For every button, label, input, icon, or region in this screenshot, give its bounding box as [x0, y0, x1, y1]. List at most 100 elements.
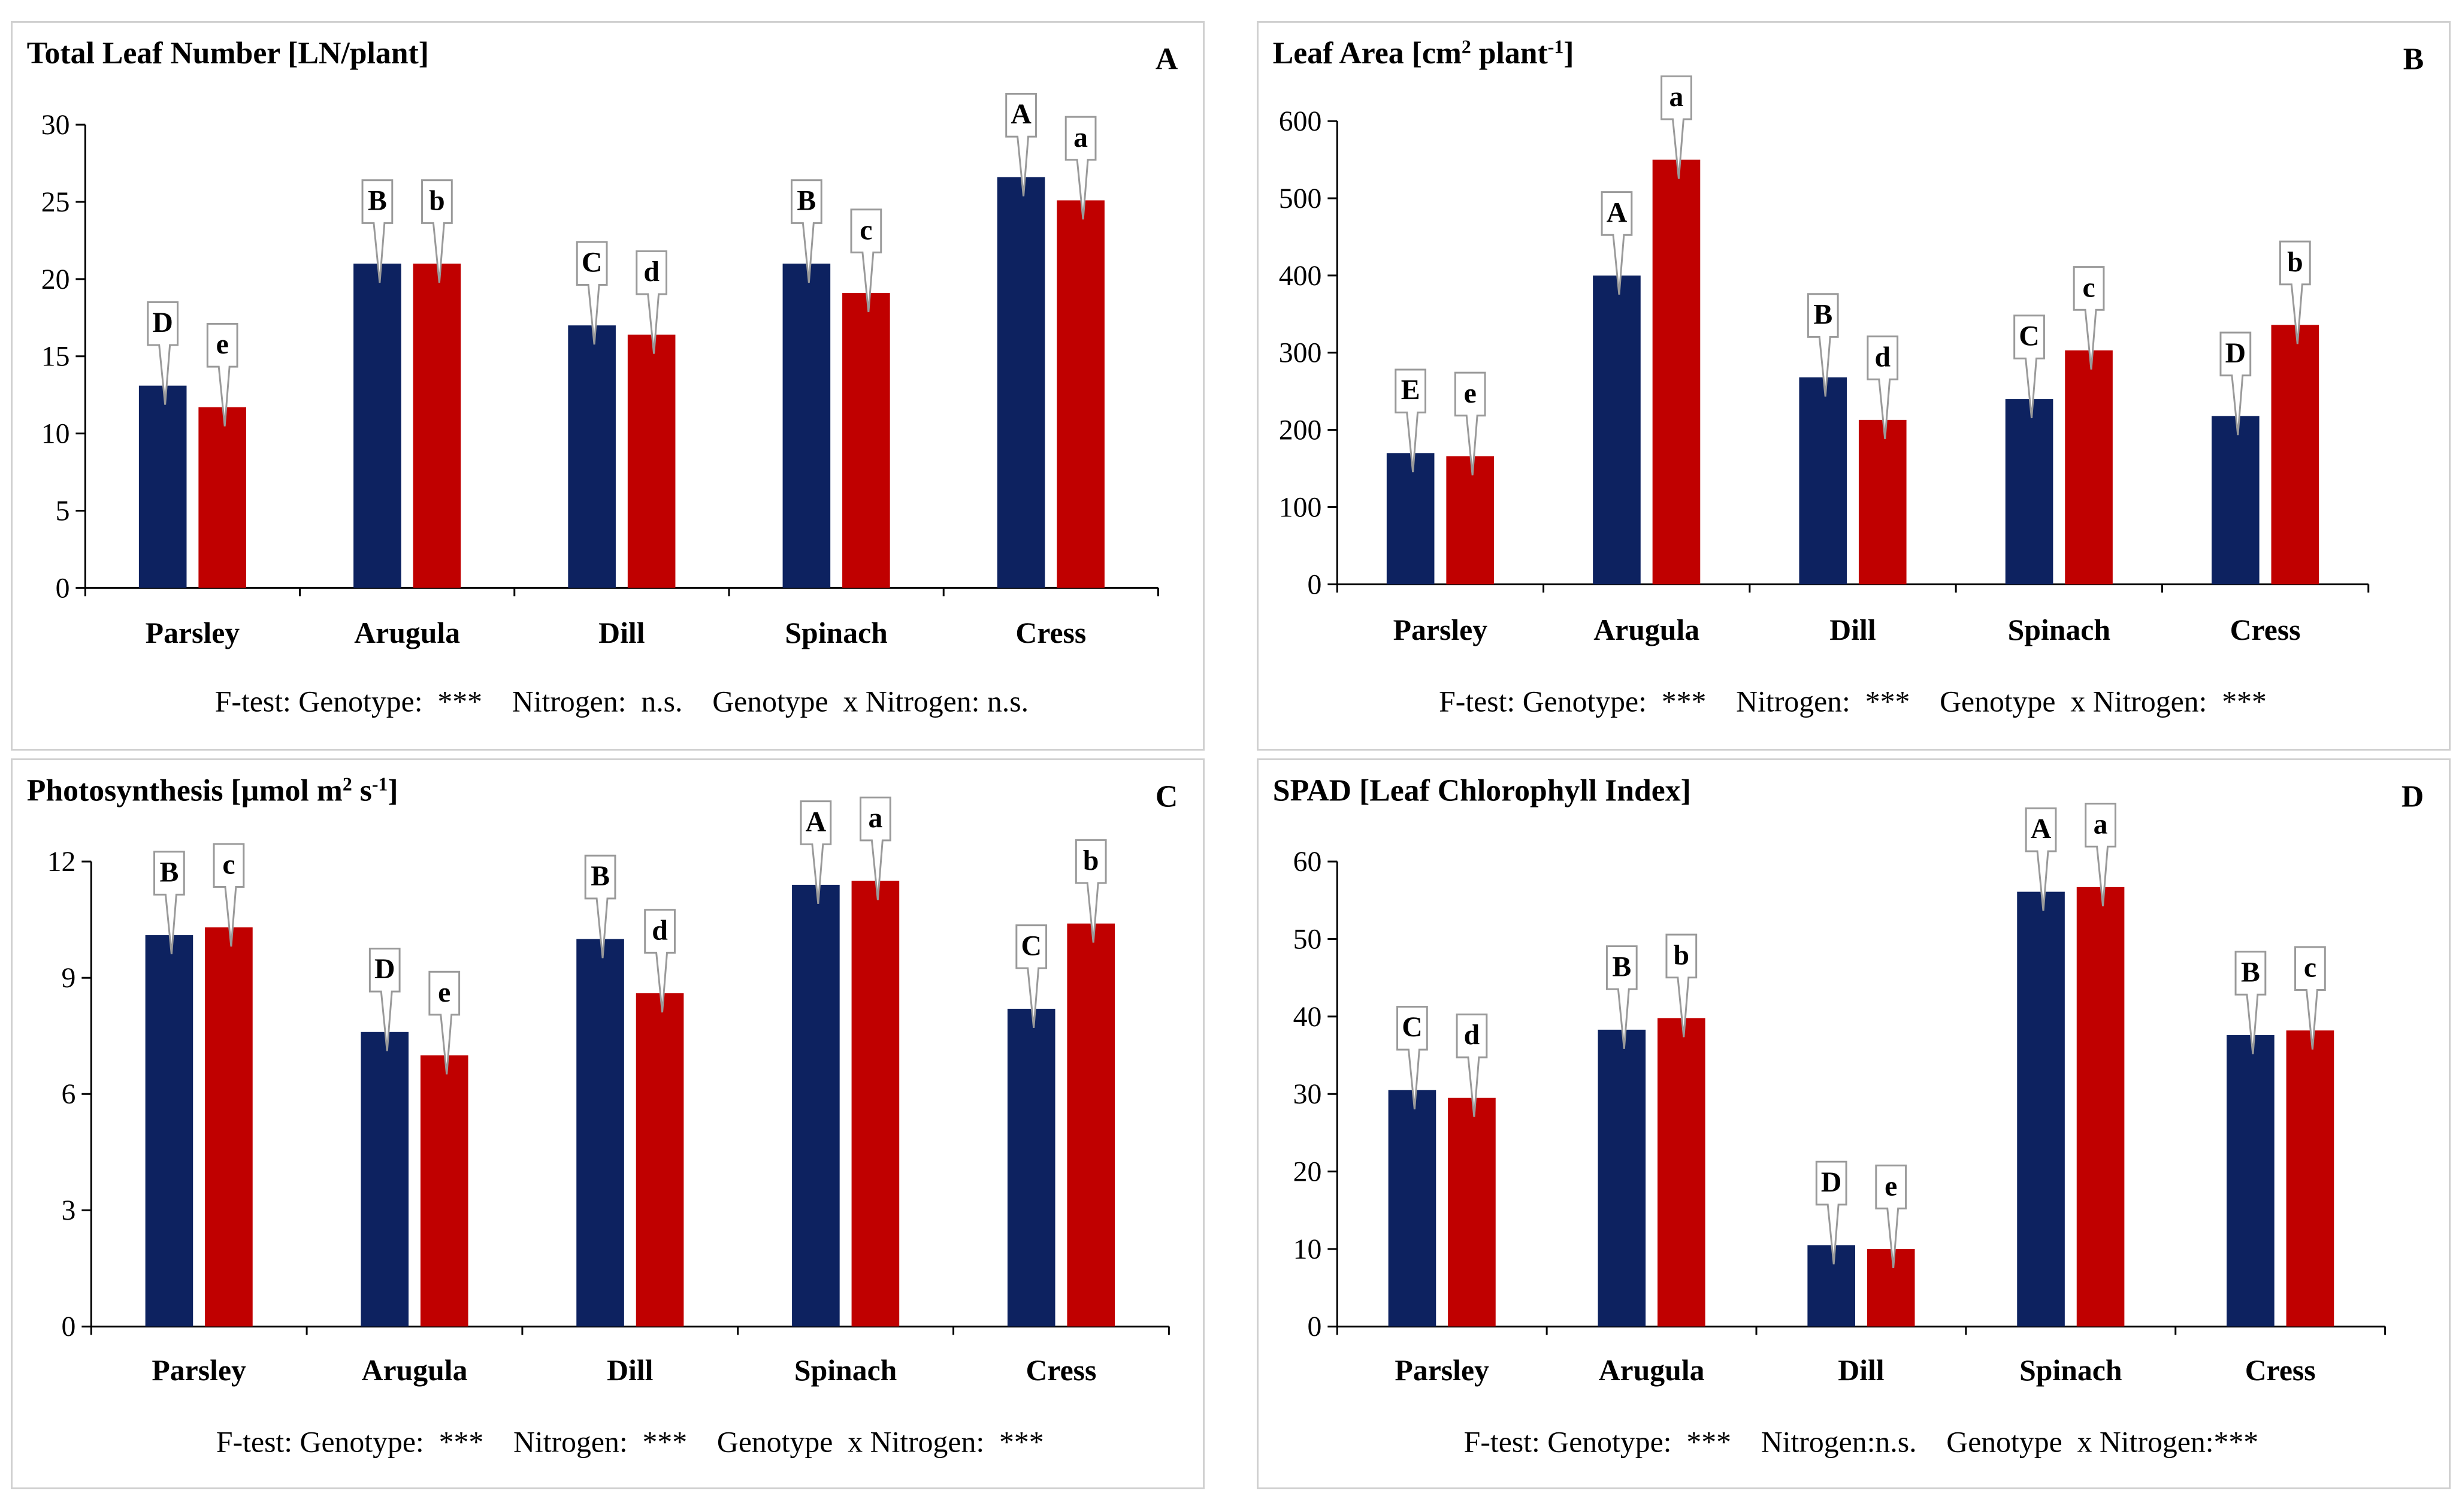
- chart-C: Photosynthesis [µmol m2 s-1] C 0 3 6 9 12 Parsl…: [13, 760, 1203, 1487]
- chart-B-ytick-label-3: 300: [1279, 337, 1322, 369]
- chart-A-ytick-label-0: 0: [56, 572, 70, 604]
- chart-D-ftest: F-test: Genotype: *** Nitrogen:n.s. Geno…: [1464, 1425, 2258, 1458]
- chart-A-spinach-nitrogen-letter: c: [860, 214, 872, 246]
- chart-D-bar-spinach-genotype: [2017, 892, 2065, 1327]
- chart-C-ytick-label-4: 12: [47, 846, 76, 878]
- chart-B-spinach-nitrogen-letter: c: [2082, 271, 2095, 303]
- chart-D-bar-parsley-nitrogen: [1448, 1098, 1496, 1327]
- chart-D-category-cress: Cress: [2245, 1354, 2316, 1387]
- chart-D-ytick-label-4: 40: [1293, 1001, 1322, 1033]
- chart-C-category-parsley: Parsley: [152, 1354, 246, 1387]
- chart-B-category-spinach: Spinach: [2008, 613, 2110, 646]
- chart-C-spinach-nitrogen-letter: a: [868, 802, 882, 834]
- chart-D-bar-dill-genotype: [1807, 1245, 1855, 1326]
- chart-D-ytick-label-6: 60: [1293, 846, 1322, 878]
- chart-B-bar-parsley-genotype: [1387, 453, 1435, 584]
- chart-A-bar-cress-genotype: [997, 177, 1045, 588]
- chart-C-arugula-nitrogen-letter: e: [438, 976, 450, 1008]
- chart-A-category-arugula: Arugula: [354, 616, 460, 649]
- chart-A-bar-dill-nitrogen: [628, 335, 676, 588]
- chart-A-bar-parsley-nitrogen: [198, 407, 246, 588]
- chart-D-cress-genotype-letter: B: [2241, 956, 2260, 988]
- chart-D-bar-cress-nitrogen: [2286, 1030, 2334, 1326]
- chart-A-ftest: F-test: Genotype: *** Nitrogen: n.s. Gen…: [215, 685, 1029, 718]
- panel-leaf-area: Leaf Area [cm2 plant-1] B 0 100 200 300 400 500…: [1257, 21, 2451, 751]
- chart-D-ytick-label-1: 10: [1293, 1233, 1322, 1265]
- chart-B-category-dill: Dill: [1829, 613, 1876, 646]
- chart-C-bar-cress-genotype: [1008, 1009, 1055, 1326]
- chart-C-cress-nitrogen-letter: b: [1083, 845, 1099, 876]
- chart-D-spinach-genotype-letter: A: [2031, 813, 2052, 845]
- chart-C-ytick-label-0: 0: [62, 1311, 76, 1342]
- chart-A-category-parsley: Parsley: [146, 616, 240, 649]
- chart-B-ytick-label-1: 100: [1279, 491, 1322, 523]
- chart-D-category-spinach: Spinach: [2019, 1354, 2122, 1387]
- chart-A-cress-nitrogen-letter: a: [1073, 122, 1088, 153]
- chart-A-bar-cress-nitrogen: [1057, 200, 1105, 588]
- chart-C-category-arugula: Arugula: [362, 1354, 468, 1387]
- chart-B-parsley-genotype-letter: E: [1401, 374, 1420, 406]
- chart-B-bar-cress-genotype: [2212, 416, 2260, 584]
- chart-A-bar-arugula-nitrogen: [413, 264, 461, 588]
- chart-A-parsley-nitrogen-letter: e: [216, 328, 229, 360]
- chart-C-spinach-genotype-letter: A: [806, 806, 827, 837]
- chart-B-category-parsley: Parsley: [1393, 613, 1488, 646]
- chart-B-arugula-nitrogen-letter: a: [1669, 81, 1684, 113]
- chart-C-bar-parsley-nitrogen: [205, 927, 253, 1326]
- chart-C-category-dill: Dill: [607, 1354, 653, 1387]
- chart-A-cress-genotype-letter: A: [1011, 98, 1032, 130]
- chart-D-bar-spinach-nitrogen: [2077, 887, 2125, 1326]
- chart-B-cress-genotype-letter: D: [2225, 337, 2246, 369]
- chart-B-bar-parsley-nitrogen: [1446, 456, 1494, 584]
- chart-C-bar-arugula-genotype: [361, 1032, 409, 1327]
- chart-C-bar-cress-nitrogen: [1067, 924, 1115, 1327]
- chart-C-parsley-genotype-letter: B: [159, 856, 179, 888]
- chart-A: Total Leaf Number [LN/plant] A05101520253…: [13, 23, 1203, 749]
- chart-C-ftest: F-test: Genotype: *** Nitrogen: *** Geno…: [216, 1425, 1044, 1458]
- chart-D-title: SPAD [Leaf Chlorophyll Index]: [1273, 774, 1691, 808]
- chart-D-dill-genotype-letter: D: [1821, 1166, 1841, 1198]
- chart-B-category-cress: Cress: [2230, 613, 2301, 646]
- chart-A-parsley-genotype-letter: D: [152, 307, 173, 338]
- chart-A-ytick-label-4: 20: [41, 264, 70, 295]
- chart-A-bar-arugula-genotype: [353, 264, 401, 588]
- chart-A-category-dill: Dill: [598, 616, 645, 649]
- chart-C-title: Photosynthesis [µmol m2 s-1]: [27, 773, 398, 808]
- chart-B-bar-dill-genotype: [1799, 377, 1847, 584]
- chart-D-ytick-label-2: 20: [1293, 1156, 1322, 1188]
- chart-A-panel-label: A: [1156, 43, 1178, 77]
- chart-D-category-parsley: Parsley: [1395, 1354, 1489, 1387]
- chart-B-ytick-label-2: 200: [1279, 415, 1322, 446]
- chart-C-ytick-label-2: 6: [62, 1078, 76, 1110]
- chart-C-category-cress: Cress: [1026, 1354, 1096, 1387]
- chart-D-bar-dill-nitrogen: [1867, 1249, 1915, 1326]
- chart-B: Leaf Area [cm2 plant-1] B 0 100 200 300 400 500…: [1259, 23, 2449, 749]
- chart-D-ytick-label-0: 0: [1308, 1311, 1322, 1342]
- chart-B-cress-nitrogen-letter: b: [2287, 246, 2303, 278]
- chart-B-ftest: F-test: Genotype: *** Nitrogen: *** Geno…: [1439, 685, 2267, 718]
- chart-C-bar-dill-nitrogen: [636, 993, 684, 1326]
- chart-B-ytick-label-0: 0: [1308, 568, 1322, 600]
- chart-D-bar-arugula-nitrogen: [1658, 1018, 1705, 1326]
- chart-D-category-arugula: Arugula: [1599, 1354, 1705, 1387]
- chart-C-bar-arugula-nitrogen: [421, 1056, 468, 1327]
- chart-A-bar-spinach-nitrogen: [842, 293, 890, 588]
- chart-A-spinach-genotype-letter: B: [797, 185, 816, 217]
- chart-A-category-spinach: Spinach: [785, 616, 887, 649]
- chart-A-category-cress: Cress: [1015, 616, 1086, 649]
- chart-D-arugula-nitrogen-letter: b: [1674, 939, 1690, 971]
- chart-D: SPAD [Leaf Chlorophyll Index] D 0 10 20 30 40 5…: [1259, 760, 2449, 1487]
- chart-A-bar-dill-genotype: [568, 325, 616, 588]
- chart-A-arugula-genotype-letter: B: [368, 185, 387, 217]
- chart-D-parsley-nitrogen-letter: d: [1464, 1019, 1480, 1051]
- chart-B-parsley-nitrogen-letter: e: [1464, 377, 1477, 409]
- chart-B-title: Leaf Area [cm2 plant-1]: [1273, 36, 1574, 71]
- chart-C-parsley-nitrogen-letter: c: [222, 849, 235, 881]
- chart-D-arugula-genotype-letter: B: [1612, 951, 1631, 982]
- chart-A-dill-nitrogen-letter: d: [643, 256, 660, 288]
- chart-B-panel-label: B: [2403, 43, 2424, 77]
- chart-A-dill-genotype-letter: C: [582, 247, 602, 279]
- chart-D-bar-cress-genotype: [2227, 1035, 2275, 1326]
- chart-D-bar-arugula-genotype: [1598, 1030, 1646, 1326]
- chart-D-ytick-label-5: 50: [1293, 923, 1322, 955]
